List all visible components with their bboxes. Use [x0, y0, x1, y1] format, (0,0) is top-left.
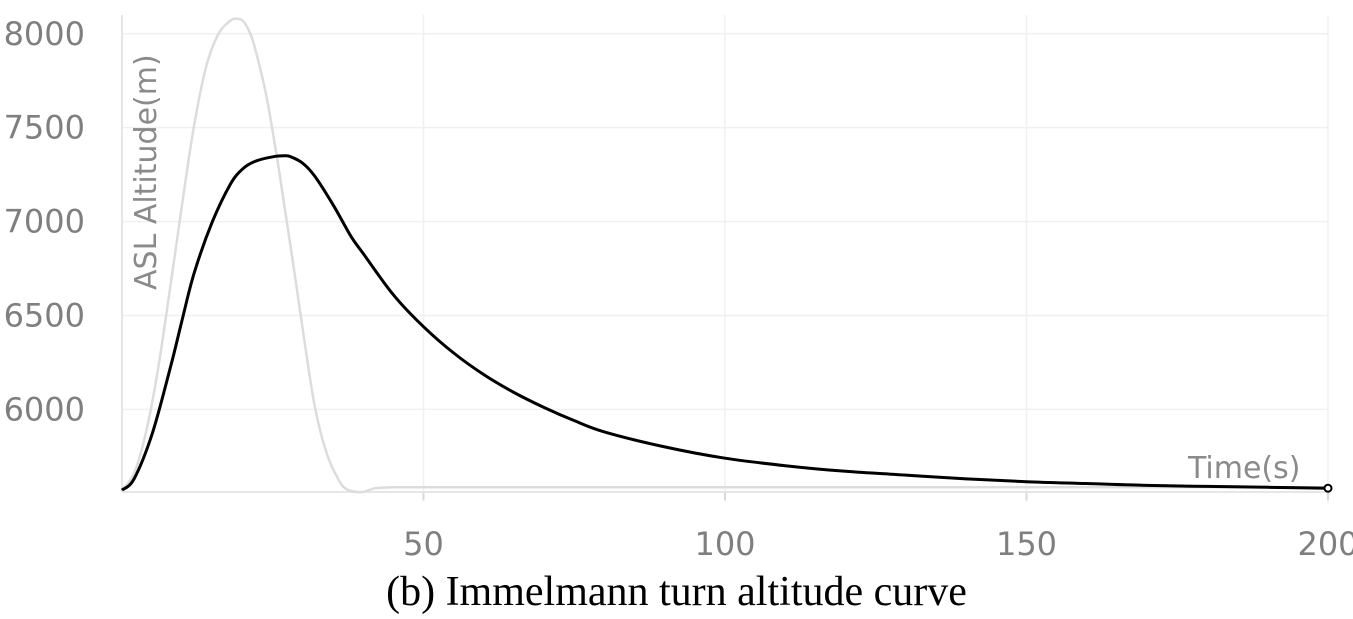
y-tick-label: 7000: [4, 203, 85, 241]
x-tick-label: 200: [1297, 525, 1353, 560]
tick-labels: 6000 6500 7000 7500 8000 50 100 150 200: [4, 15, 1353, 560]
y-tick-label: 7500: [4, 109, 85, 147]
x-tick-label: 100: [694, 525, 755, 560]
axes: [121, 15, 1329, 500]
y-tick-label: 8000: [4, 15, 85, 53]
series-lines: [120, 17, 1333, 494]
figure-caption: (b) Immelmann turn altitude curve: [386, 569, 967, 615]
x-tick-label: 50: [403, 525, 444, 560]
y-axis-title: ASL Altitude(m): [129, 54, 164, 290]
series-line-gray: [120, 17, 1328, 494]
grid-lines: [122, 15, 1329, 502]
y-tick-label: 6500: [4, 296, 85, 334]
x-tick-label: 150: [996, 525, 1057, 560]
series-line-black: [120, 154, 1329, 492]
altitude-chart: 6000 6500 7000 7500 8000 50 100 150 200 ASL Alti…: [4, 15, 1353, 560]
y-tick-label: 6000: [4, 390, 85, 428]
series-end-marker: [1323, 483, 1333, 493]
x-axis-title: Time(s): [1187, 451, 1300, 486]
